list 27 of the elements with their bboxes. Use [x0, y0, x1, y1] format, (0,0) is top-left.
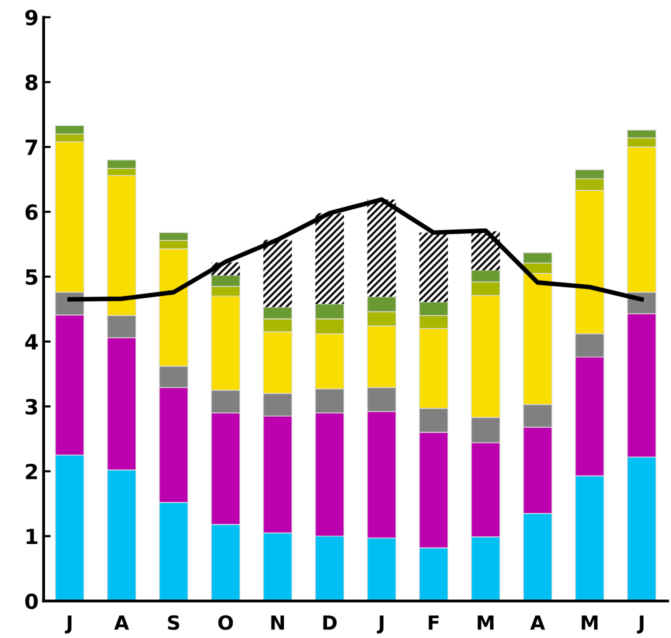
bar [315, 213, 344, 304]
line-series [67, 197, 644, 302]
x-tick-label: N [271, 615, 284, 630]
x-tick-label: A [114, 615, 130, 630]
x-tick-label: A [530, 615, 546, 630]
y-tick-label: 2 [26, 464, 37, 480]
y-tick-label: 7 [26, 140, 38, 155]
x-tick-label: S [168, 615, 180, 630]
y-tick-label: 9 [25, 10, 38, 26]
bar [419, 232, 448, 302]
y-tick-label: 8 [26, 74, 38, 90]
x-tick-label: D [323, 615, 337, 630]
x-tick-label: J [376, 615, 384, 634]
x-tick-label: M [478, 615, 494, 630]
y-tick-label: 3 [26, 398, 38, 415]
x-tick-label: F [428, 615, 439, 630]
x-tick-label: J [64, 615, 72, 634]
bar [367, 199, 396, 297]
x-tick-label: M [582, 615, 598, 630]
x-tick-label: O [218, 615, 233, 630]
y-tick-label: 1 [26, 528, 38, 544]
y-tick-label: 4 [25, 334, 38, 350]
y-tick-label: 0 [25, 593, 38, 610]
y-tick-label: 6 [26, 204, 38, 220]
x-tick-label: J [636, 615, 644, 634]
bar [263, 240, 292, 308]
y-tick-label: 5 [26, 269, 38, 285]
